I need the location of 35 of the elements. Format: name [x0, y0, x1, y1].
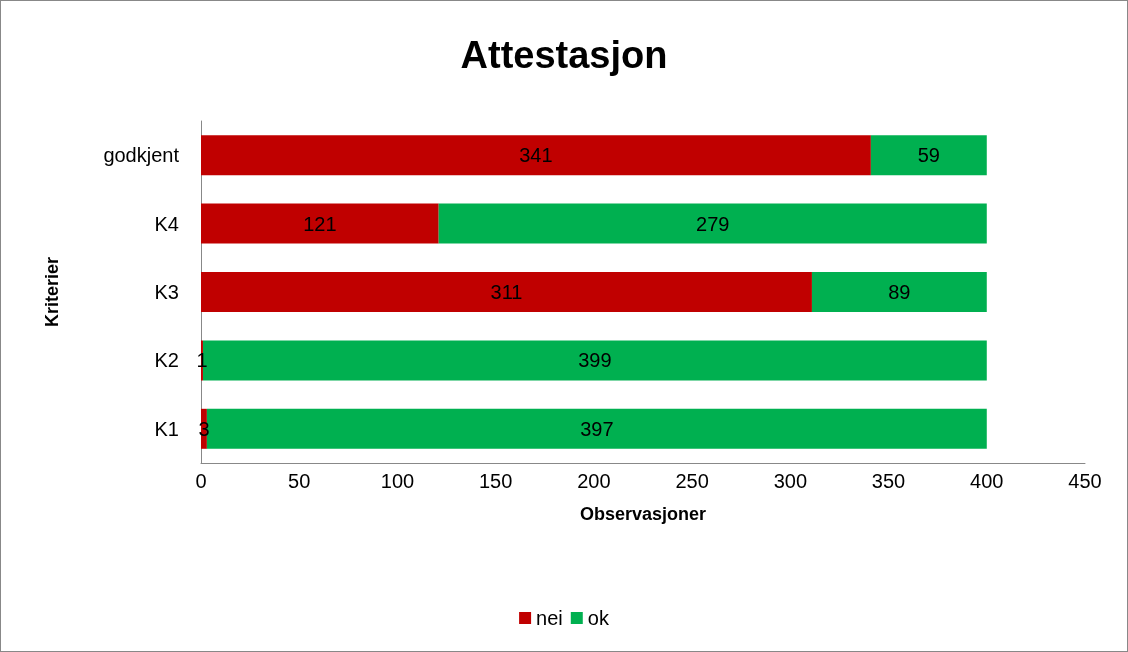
- chart-title: Attestasjon: [460, 34, 668, 76]
- x-tick-label: 250: [675, 470, 709, 492]
- data-label: 397: [580, 417, 614, 440]
- x-tick-label: 0: [195, 470, 207, 492]
- legend-label: ok: [587, 607, 610, 629]
- y-tick-label: K4: [154, 212, 179, 235]
- x-tick-label: 150: [478, 470, 513, 492]
- bar: [870, 135, 987, 176]
- data-label: 279: [696, 212, 730, 235]
- y-tick-label: K2: [154, 349, 179, 372]
- bar: [201, 135, 871, 176]
- x-tick-label: 450: [1068, 470, 1102, 492]
- data-label: 341: [519, 144, 553, 167]
- data-label: 59: [917, 144, 940, 167]
- x-tick-label: 200: [577, 470, 611, 492]
- y-axis-title: Kriterier: [42, 256, 62, 328]
- y-tick-label: godkjent: [103, 144, 180, 167]
- x-tick-label: 400: [970, 470, 1004, 492]
- data-label: 311: [490, 281, 523, 303]
- x-tick-label: 100: [380, 470, 415, 492]
- x-tick-label: 350: [871, 470, 906, 492]
- legend-label: nei: [536, 607, 563, 629]
- x-axis-title: Observasjoner: [579, 504, 707, 524]
- bar: [811, 272, 987, 312]
- data-label: 1: [196, 349, 208, 372]
- data-label: 121: [303, 212, 337, 235]
- data-label: 399: [578, 349, 612, 372]
- y-tick-label: K1: [154, 417, 179, 440]
- data-label: 89: [888, 281, 911, 303]
- bar: [438, 203, 987, 244]
- x-tick-label: 50: [288, 470, 311, 492]
- bar: [201, 203, 439, 244]
- x-tick-label: 300: [773, 470, 808, 492]
- bar: [201, 272, 812, 312]
- y-tick-label: K3: [154, 281, 179, 303]
